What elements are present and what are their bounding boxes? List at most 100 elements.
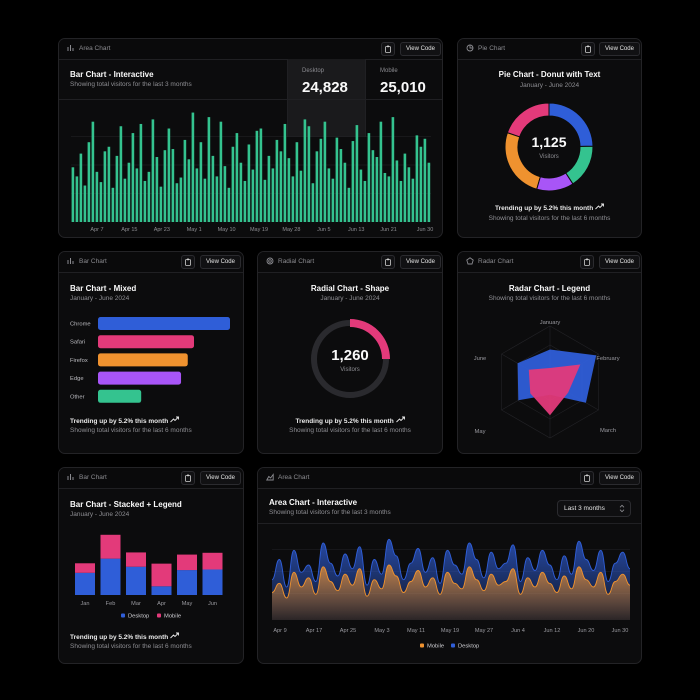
- card-bar-stacked: Bar Chart View Code Bar Chart - Stacked …: [58, 467, 244, 664]
- x-tick-label: May 11: [407, 628, 425, 634]
- bar-chart-icon: [67, 474, 74, 480]
- bar: [127, 162, 131, 222]
- copy-button[interactable]: [181, 471, 195, 485]
- bar: [311, 183, 315, 222]
- x-tick-label: Apr 23: [154, 227, 170, 233]
- x-tick-label: Jun: [208, 601, 217, 607]
- legend-swatch: [451, 643, 455, 648]
- view-code-button[interactable]: View Code: [400, 42, 441, 56]
- bar: [91, 121, 95, 222]
- card-bar-mixed: Bar Chart View Code Bar Chart - Mixed Ja…: [58, 251, 244, 454]
- card-radar-legend: Radar Chart View Code Radar Chart - Lege…: [457, 251, 642, 454]
- bar: [419, 146, 423, 222]
- divider: [258, 523, 641, 524]
- bar: [139, 123, 143, 222]
- bar-category-label: Edge: [70, 376, 84, 382]
- bar: [275, 139, 279, 222]
- bar-desktop: [177, 570, 197, 595]
- bar-category-label: Safari: [70, 340, 85, 346]
- view-code-button[interactable]: View Code: [599, 42, 640, 56]
- bar: [167, 128, 171, 222]
- x-tick-label: Jun 5: [317, 227, 330, 233]
- clipboard-icon: [584, 258, 590, 266]
- x-tick-label: Jun 30: [417, 227, 434, 233]
- radar-axis-label: May: [475, 429, 486, 435]
- x-tick-label: Mar: [131, 601, 141, 607]
- view-code-button[interactable]: View Code: [599, 255, 640, 269]
- bar: [379, 121, 383, 222]
- legend-swatch: [121, 613, 125, 618]
- card-header: Pie Chart View Code: [458, 39, 641, 60]
- view-code-button[interactable]: View Code: [400, 255, 441, 269]
- trending-up-icon: [170, 416, 179, 423]
- bar: [98, 317, 230, 330]
- copy-button[interactable]: [381, 42, 395, 56]
- bar: [131, 133, 135, 222]
- stat-mobile[interactable]: Mobile 25,010: [365, 59, 442, 137]
- bar-mobile: [100, 534, 121, 559]
- donut-slice: [548, 102, 594, 147]
- bar: [343, 162, 347, 222]
- clipboard-icon: [585, 45, 591, 53]
- mixed-bar-chart: Chrome Safari Firefox Edge Other: [70, 317, 230, 403]
- x-tick-label: Jun 21: [380, 227, 397, 233]
- bar: [347, 187, 351, 222]
- stat-desktop[interactable]: Desktop 24,828: [287, 59, 366, 137]
- bar: [199, 142, 203, 222]
- bar: [307, 126, 311, 222]
- radial-chart-icon: [266, 257, 274, 265]
- donut-slice: [536, 172, 574, 192]
- view-code-button[interactable]: View Code: [200, 255, 241, 269]
- bar: [123, 178, 127, 222]
- bar: [323, 121, 327, 222]
- donut-slice: [506, 102, 550, 138]
- stacked-bar-chart: Jan Feb Mar Apr May Jun Desktop Mobile: [75, 534, 223, 620]
- card-subtitle: January - June 2024: [70, 295, 130, 302]
- x-tick-label: Apr 25: [340, 628, 356, 634]
- bar: [147, 171, 151, 222]
- interactive-bar-chart: Apr 7 Apr 15 Apr 23 May 1 May 10 May 19 May 28…: [71, 112, 434, 233]
- bar: [367, 133, 371, 222]
- donut-slice: [565, 145, 594, 185]
- bar: [411, 178, 415, 222]
- x-tick-label: Jun 12: [544, 628, 561, 634]
- card-subtitle: January - June 2024: [519, 82, 580, 89]
- radial-center-value: 1,260: [331, 347, 369, 364]
- pie-chart-icon: [466, 44, 474, 52]
- bar: [351, 141, 355, 222]
- copy-button[interactable]: [381, 255, 395, 269]
- copy-button[interactable]: [581, 42, 595, 56]
- x-tick-label: Jun 4: [511, 628, 525, 634]
- card-subtitle: Showing total visitors for the last 6 mo…: [488, 295, 611, 302]
- bar: [119, 126, 123, 222]
- copy-button[interactable]: [580, 255, 594, 269]
- view-code-button[interactable]: View Code: [200, 471, 241, 485]
- bar: [271, 168, 275, 222]
- view-code-button[interactable]: View Code: [599, 471, 640, 485]
- time-range-select[interactable]: Last 3 months: [557, 500, 631, 517]
- bar: [179, 177, 183, 222]
- bar: [223, 166, 227, 222]
- card-title: Pie Chart - Donut with Text: [498, 70, 601, 79]
- card-title: Bar Chart - Interactive: [70, 70, 154, 79]
- bar: [99, 182, 103, 222]
- bar: [255, 130, 259, 222]
- legend-label: Desktop: [128, 614, 149, 620]
- copy-button[interactable]: [181, 255, 195, 269]
- x-tick-label: Jun 30: [612, 628, 629, 634]
- bar: [391, 117, 395, 222]
- bar: [263, 179, 267, 222]
- card-radial-shape: Radial Chart View Code Radial Chart - Sh…: [257, 251, 443, 454]
- bar: [95, 171, 99, 222]
- bar: [387, 176, 391, 222]
- bar: [219, 121, 223, 222]
- card-header: Area Chart View Code: [258, 468, 641, 489]
- copy-button[interactable]: [580, 471, 594, 485]
- stat-label: Mobile: [380, 68, 398, 74]
- trending-up-icon: [595, 203, 604, 210]
- card-area-interactive: Area Chart View Code Area Chart - Intera…: [257, 467, 642, 664]
- trend-subtext: Showing total visitors for the last 6 mo…: [488, 215, 611, 222]
- bar: [359, 169, 363, 222]
- bar: [407, 167, 411, 222]
- bar: [371, 150, 375, 222]
